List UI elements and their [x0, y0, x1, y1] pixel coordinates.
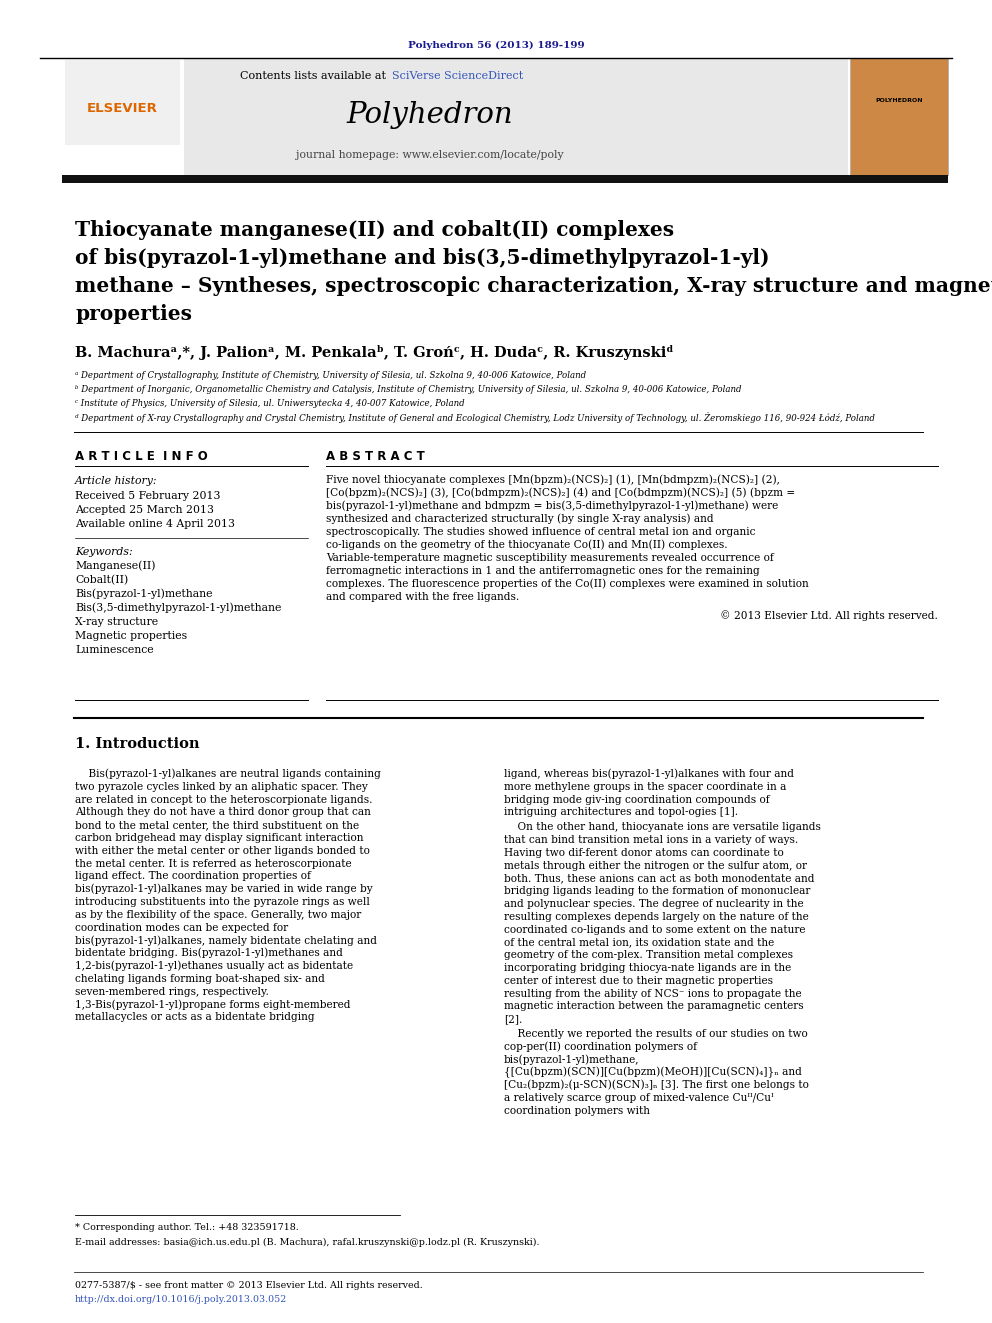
Text: A B S T R A C T: A B S T R A C T: [326, 450, 425, 463]
FancyBboxPatch shape: [65, 60, 180, 146]
Text: properties: properties: [75, 304, 192, 324]
Text: of bis(pyrazol-1-yl)methane and bis(3,5-dimethylpyrazol-1-yl): of bis(pyrazol-1-yl)methane and bis(3,5-…: [75, 247, 770, 269]
Text: metals through either the nitrogen or the sulfur atom, or: metals through either the nitrogen or th…: [504, 860, 807, 871]
Text: Polyhedron: Polyhedron: [346, 101, 513, 130]
Text: geometry of the com-plex. Transition metal complexes: geometry of the com-plex. Transition met…: [504, 950, 793, 960]
Text: Having two dif-ferent donor atoms can coordinate to: Having two dif-ferent donor atoms can co…: [504, 848, 784, 857]
Text: ᶜ Institute of Physics, University of Silesia, ul. Uniwersytecka 4, 40-007 Katow: ᶜ Institute of Physics, University of Si…: [75, 400, 464, 409]
Text: bidentate bridging. Bis(pyrazol-1-yl)methanes and: bidentate bridging. Bis(pyrazol-1-yl)met…: [75, 947, 343, 958]
Text: http://dx.doi.org/10.1016/j.poly.2013.03.052: http://dx.doi.org/10.1016/j.poly.2013.03…: [75, 1294, 288, 1303]
Text: coordinated co-ligands and to some extent on the nature: coordinated co-ligands and to some exten…: [504, 925, 806, 934]
Text: ligand effect. The coordination properties of: ligand effect. The coordination properti…: [75, 872, 310, 881]
Text: Accepted 25 March 2013: Accepted 25 March 2013: [75, 505, 214, 515]
Text: bridging ligands leading to the formation of mononuclear: bridging ligands leading to the formatio…: [504, 886, 810, 896]
Text: as by the flexibility of the space. Generally, two major: as by the flexibility of the space. Gene…: [75, 910, 361, 919]
Text: coordination modes can be expected for: coordination modes can be expected for: [75, 922, 288, 933]
Text: bis(pyrazol-1-yl)methane,: bis(pyrazol-1-yl)methane,: [504, 1054, 640, 1065]
Text: [Co(bpzm)₂(NCS)₂] (3), [Co(bdmpzm)₂(NCS)₂] (4) and [Co(bdmpzm)(NCS)₂] (5) (bpzm : [Co(bpzm)₂(NCS)₂] (3), [Co(bdmpzm)₂(NCS)…: [326, 488, 796, 499]
Text: Luminescence: Luminescence: [75, 646, 154, 655]
Text: of the central metal ion, its oxidation state and the: of the central metal ion, its oxidation …: [504, 938, 774, 947]
Text: ELSEVIER: ELSEVIER: [86, 102, 158, 115]
Text: Although they do not have a third donor group that can: Although they do not have a third donor …: [75, 807, 371, 818]
Text: Article history:: Article history:: [75, 476, 158, 486]
FancyBboxPatch shape: [62, 58, 184, 175]
Text: that can bind transition metal ions in a variety of ways.: that can bind transition metal ions in a…: [504, 835, 799, 845]
Text: POLYHEDRON: POLYHEDRON: [875, 98, 923, 102]
Text: ᵇ Department of Inorganic, Organometallic Chemistry and Catalysis, Institute of : ᵇ Department of Inorganic, Organometalli…: [75, 385, 741, 394]
Text: SciVerse ScienceDirect: SciVerse ScienceDirect: [392, 71, 523, 81]
Text: E-mail addresses: basia@ich.us.edu.pl (B. Machura), rafal.kruszynski@p.lodz.pl (: E-mail addresses: basia@ich.us.edu.pl (B…: [75, 1237, 540, 1246]
Text: bis(pyrazol-1-yl)alkanes may be varied in wide range by: bis(pyrazol-1-yl)alkanes may be varied i…: [75, 884, 373, 894]
Text: resulting complexes depends largely on the nature of the: resulting complexes depends largely on t…: [504, 912, 808, 922]
Text: On the other hand, thiocyanate ions are versatile ligands: On the other hand, thiocyanate ions are …: [504, 822, 820, 832]
Text: Bis(pyrazol-1-yl)methane: Bis(pyrazol-1-yl)methane: [75, 589, 212, 599]
Text: seven-membered rings, respectively.: seven-membered rings, respectively.: [75, 987, 269, 996]
FancyBboxPatch shape: [850, 58, 948, 175]
Text: Received 5 February 2013: Received 5 February 2013: [75, 491, 220, 501]
Text: X-ray structure: X-ray structure: [75, 617, 158, 627]
Text: the metal center. It is referred as heteroscorpionate: the metal center. It is referred as hete…: [75, 859, 351, 869]
FancyBboxPatch shape: [62, 58, 848, 175]
Text: incorporating bridging thiocya-nate ligands are in the: incorporating bridging thiocya-nate liga…: [504, 963, 792, 972]
Text: synthesized and characterized structurally (by single X-ray analysis) and: synthesized and characterized structural…: [326, 513, 713, 524]
Text: ᵃ Department of Crystallography, Institute of Chemistry, University of Silesia, : ᵃ Department of Crystallography, Institu…: [75, 372, 586, 381]
Text: 0277-5387/$ - see front matter © 2013 Elsevier Ltd. All rights reserved.: 0277-5387/$ - see front matter © 2013 El…: [75, 1281, 423, 1290]
Text: intriguing architectures and topol-ogies [1].: intriguing architectures and topol-ogies…: [504, 807, 738, 818]
Text: ferromagnetic interactions in 1 and the antiferromagnetic ones for the remaining: ferromagnetic interactions in 1 and the …: [326, 566, 760, 576]
Text: are related in concept to the heteroscorpionate ligands.: are related in concept to the heteroscor…: [75, 795, 373, 804]
Text: and polynuclear species. The degree of nuclearity in the: and polynuclear species. The degree of n…: [504, 900, 804, 909]
Text: resulting from the ability of NCS⁻ ions to propagate the: resulting from the ability of NCS⁻ ions …: [504, 988, 802, 999]
Text: Manganese(II): Manganese(II): [75, 561, 156, 572]
Text: both. Thus, these anions can act as both monodentate and: both. Thus, these anions can act as both…: [504, 873, 814, 884]
Text: Polyhedron 56 (2013) 189-199: Polyhedron 56 (2013) 189-199: [408, 41, 584, 49]
Text: chelating ligands forming boat-shaped six- and: chelating ligands forming boat-shaped si…: [75, 974, 324, 984]
Text: Contents lists available at: Contents lists available at: [240, 71, 390, 81]
Text: cop-per(II) coordination polymers of: cop-per(II) coordination polymers of: [504, 1041, 697, 1052]
Text: bis(pyrazol-1-yl)alkanes, namely bidentate chelating and: bis(pyrazol-1-yl)alkanes, namely bidenta…: [75, 935, 377, 946]
Text: magnetic interaction between the paramagnetic centers: magnetic interaction between the paramag…: [504, 1002, 804, 1011]
Text: center of interest due to their magnetic properties: center of interest due to their magnetic…: [504, 976, 773, 986]
Text: methane – Syntheses, spectroscopic characterization, X-ray structure and magneti: methane – Syntheses, spectroscopic chara…: [75, 277, 992, 296]
Text: 1. Introduction: 1. Introduction: [75, 737, 199, 751]
FancyBboxPatch shape: [62, 175, 948, 183]
Text: co-ligands on the geometry of the thiocyanate Co(II) and Mn(II) complexes.: co-ligands on the geometry of the thiocy…: [326, 540, 727, 550]
Text: * Corresponding author. Tel.: +48 323591718.: * Corresponding author. Tel.: +48 323591…: [75, 1224, 299, 1233]
Text: bis(pyrazol-1-yl)methane and bdmpzm = bis(3,5-dimethylpyrazol-1-yl)methane) were: bis(pyrazol-1-yl)methane and bdmpzm = bi…: [326, 500, 779, 511]
Text: two pyrazole cycles linked by an aliphatic spacer. They: two pyrazole cycles linked by an aliphat…: [75, 782, 368, 791]
Text: ᵈ Department of X-ray Crystallography and Crystal Chemistry, Institute of Genera: ᵈ Department of X-ray Crystallography an…: [75, 413, 875, 423]
Text: spectroscopically. The studies showed influence of central metal ion and organic: spectroscopically. The studies showed in…: [326, 527, 756, 537]
Text: Bis(pyrazol-1-yl)alkanes are neutral ligands containing: Bis(pyrazol-1-yl)alkanes are neutral lig…: [75, 769, 381, 779]
Text: {[Cu(bpzm)(SCN)][Cu(bpzm)(MeOH)][Cu(SCN)₄]}ₙ and: {[Cu(bpzm)(SCN)][Cu(bpzm)(MeOH)][Cu(SCN)…: [504, 1066, 802, 1078]
Text: metallacycles or acts as a bidentate bridging: metallacycles or acts as a bidentate bri…: [75, 1012, 314, 1023]
Text: Variable-temperature magnetic susceptibility measurements revealed occurrence of: Variable-temperature magnetic susceptibi…: [326, 553, 774, 564]
Text: and compared with the free ligands.: and compared with the free ligands.: [326, 591, 519, 602]
Text: Thiocyanate manganese(II) and cobalt(II) complexes: Thiocyanate manganese(II) and cobalt(II)…: [75, 220, 675, 239]
Text: Magnetic properties: Magnetic properties: [75, 631, 187, 642]
Text: Cobalt(II): Cobalt(II): [75, 576, 128, 585]
Text: bridging mode giv-ing coordination compounds of: bridging mode giv-ing coordination compo…: [504, 795, 770, 804]
Text: more methylene groups in the spacer coordinate in a: more methylene groups in the spacer coor…: [504, 782, 787, 791]
Text: © 2013 Elsevier Ltd. All rights reserved.: © 2013 Elsevier Ltd. All rights reserved…: [720, 611, 938, 622]
Text: introducing substituents into the pyrazole rings as well: introducing substituents into the pyrazo…: [75, 897, 370, 908]
Text: Bis(3,5-dimethylpyrazol-1-yl)methane: Bis(3,5-dimethylpyrazol-1-yl)methane: [75, 603, 282, 614]
Text: [Cu₂(bpzm)₂(μ-SCN)(SCN)₃]ₙ [3]. The first one belongs to: [Cu₂(bpzm)₂(μ-SCN)(SCN)₃]ₙ [3]. The firs…: [504, 1080, 808, 1090]
Text: with either the metal center or other ligands bonded to: with either the metal center or other li…: [75, 845, 370, 856]
Text: 1,3-Bis(pyrazol-1-yl)propane forms eight-membered: 1,3-Bis(pyrazol-1-yl)propane forms eight…: [75, 999, 350, 1009]
Text: B. Machuraᵃ,*, J. Palionᵃ, M. Penkalaᵇ, T. Grońᶜ, H. Dudaᶜ, R. Kruszynskiᵈ: B. Machuraᵃ,*, J. Palionᵃ, M. Penkalaᵇ, …: [75, 344, 674, 360]
Text: Available online 4 April 2013: Available online 4 April 2013: [75, 519, 235, 529]
Text: [2].: [2].: [504, 1015, 523, 1024]
Text: bond to the metal center, the third substituent on the: bond to the metal center, the third subs…: [75, 820, 359, 831]
Text: Recently we reported the results of our studies on two: Recently we reported the results of our …: [504, 1029, 807, 1039]
Text: a relatively scarce group of mixed-valence Cuᴵᴵ/Cuᴵ: a relatively scarce group of mixed-valen…: [504, 1093, 774, 1103]
Text: 1,2-bis(pyrazol-1-yl)ethanes usually act as bidentate: 1,2-bis(pyrazol-1-yl)ethanes usually act…: [75, 960, 353, 971]
Text: Five novel thiocyanate complexes [Mn(bpzm)₂(NCS)₂] (1), [Mn(bdmpzm)₂(NCS)₂] (2),: Five novel thiocyanate complexes [Mn(bpz…: [326, 475, 780, 486]
Text: carbon bridgehead may display significant interaction: carbon bridgehead may display significan…: [75, 833, 363, 843]
Text: Keywords:: Keywords:: [75, 546, 133, 557]
Text: A R T I C L E  I N F O: A R T I C L E I N F O: [75, 450, 207, 463]
Text: journal homepage: www.elsevier.com/locate/poly: journal homepage: www.elsevier.com/locat…: [297, 149, 563, 160]
Text: ligand, whereas bis(pyrazol-1-yl)alkanes with four and: ligand, whereas bis(pyrazol-1-yl)alkanes…: [504, 769, 794, 779]
Text: complexes. The fluorescence properties of the Co(II) complexes were examined in : complexes. The fluorescence properties o…: [326, 578, 808, 589]
Text: coordination polymers with: coordination polymers with: [504, 1106, 650, 1115]
